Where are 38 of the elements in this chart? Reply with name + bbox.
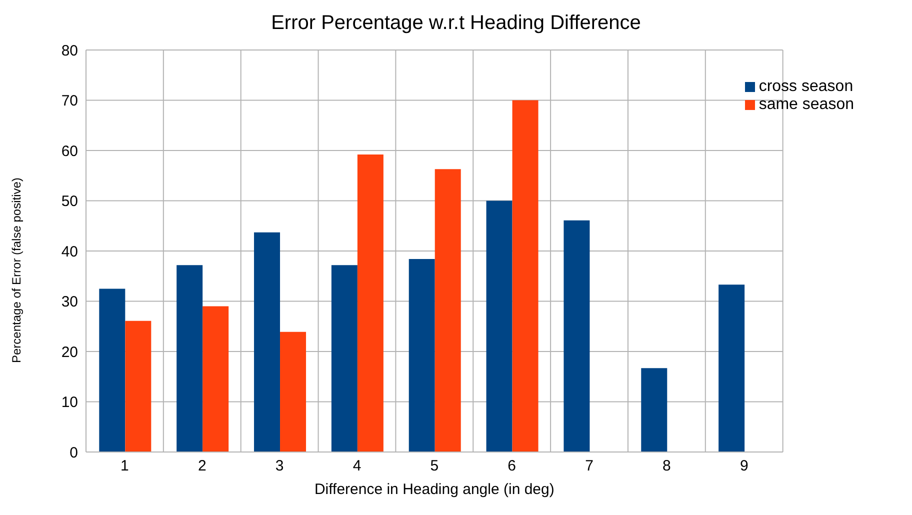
- x-tick-label: 9: [740, 458, 748, 475]
- legend-label: same season: [758, 96, 854, 113]
- y-tick-label: 70: [61, 92, 78, 110]
- y-tick-label: 10: [61, 394, 78, 412]
- x-tick-label: 8: [662, 458, 671, 475]
- y-axis-title: Percentage of Error (false positive): [9, 178, 24, 363]
- bar: [512, 100, 538, 452]
- bar: [331, 265, 358, 452]
- x-axis-title: Difference in Heading angle (in deg): [314, 481, 554, 498]
- bar: [202, 306, 229, 452]
- bar: [254, 232, 280, 452]
- x-tick-label: 6: [508, 458, 516, 475]
- y-tick-label: 60: [61, 142, 78, 160]
- x-tick-label: 5: [430, 458, 439, 475]
- bar: [564, 220, 590, 452]
- chart-title: Error Percentage w.r.t Heading Difference: [270, 12, 642, 35]
- x-tick-label: 4: [352, 458, 362, 475]
- x-tick-label: 2: [198, 458, 206, 475]
- y-tick-label: 50: [61, 193, 78, 210]
- bar: [486, 200, 512, 452]
- bar: [176, 265, 203, 452]
- y-tick-label: 40: [61, 243, 78, 260]
- bar: [408, 259, 435, 452]
- bar: [125, 320, 152, 452]
- x-tick-label: 7: [585, 458, 594, 475]
- bar: [641, 368, 668, 452]
- bar: [718, 284, 745, 452]
- bar: [99, 288, 126, 452]
- x-tick-label: 3: [275, 458, 284, 475]
- legend-label: cross season: [758, 78, 854, 95]
- y-tick-label: 0: [70, 444, 78, 462]
- x-tick-label: 1: [120, 458, 129, 475]
- y-tick-label: 30: [61, 294, 78, 311]
- bar: [280, 332, 306, 452]
- bar: [434, 169, 461, 452]
- y-tick-label: 20: [61, 344, 78, 361]
- bar: [357, 154, 384, 452]
- y-tick-label: 80: [61, 42, 78, 60]
